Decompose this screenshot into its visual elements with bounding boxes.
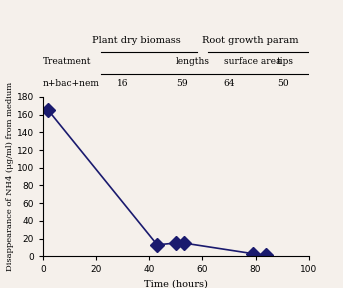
Text: 50: 50 [277,79,288,88]
X-axis label: Time (hours): Time (hours) [144,280,208,288]
Text: tips: tips [277,57,294,66]
Text: Root growth param: Root growth param [202,36,298,45]
Text: Treatment: Treatment [43,57,91,66]
Text: n+bac+nem: n+bac+nem [43,79,100,88]
Text: 16: 16 [117,79,129,88]
Text: 59: 59 [176,79,187,88]
Text: lengths: lengths [176,57,210,66]
Text: surface area: surface area [224,57,281,66]
Y-axis label: Disappearance of NH4 (μg/ml) from medium: Disappearance of NH4 (μg/ml) from medium [6,82,14,271]
Text: 64: 64 [224,79,235,88]
Text: Plant dry biomass: Plant dry biomass [92,36,180,45]
